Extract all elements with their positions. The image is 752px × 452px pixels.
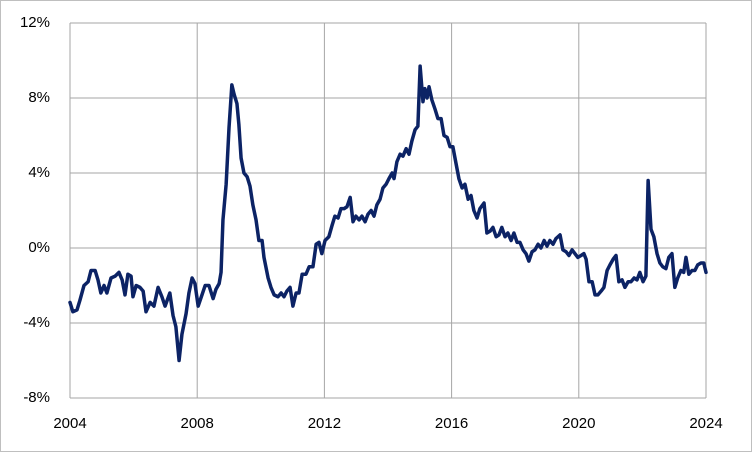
- y-tick-label: 0%: [28, 239, 50, 256]
- y-tick-label: 4%: [28, 164, 50, 181]
- x-tick-label: 2016: [435, 415, 468, 432]
- x-tick-label: 2024: [689, 415, 722, 432]
- x-tick-label: 2008: [181, 415, 214, 432]
- y-tick-label: -8%: [23, 389, 50, 406]
- x-tick-label: 2020: [562, 415, 595, 432]
- data-line: [68, 64, 708, 363]
- x-tick-label: 2012: [308, 415, 341, 432]
- y-tick-label: 12%: [20, 14, 50, 31]
- x-tick-label: 2004: [53, 415, 86, 432]
- y-tick-label: 8%: [28, 89, 50, 106]
- y-tick-label: -4%: [23, 314, 50, 331]
